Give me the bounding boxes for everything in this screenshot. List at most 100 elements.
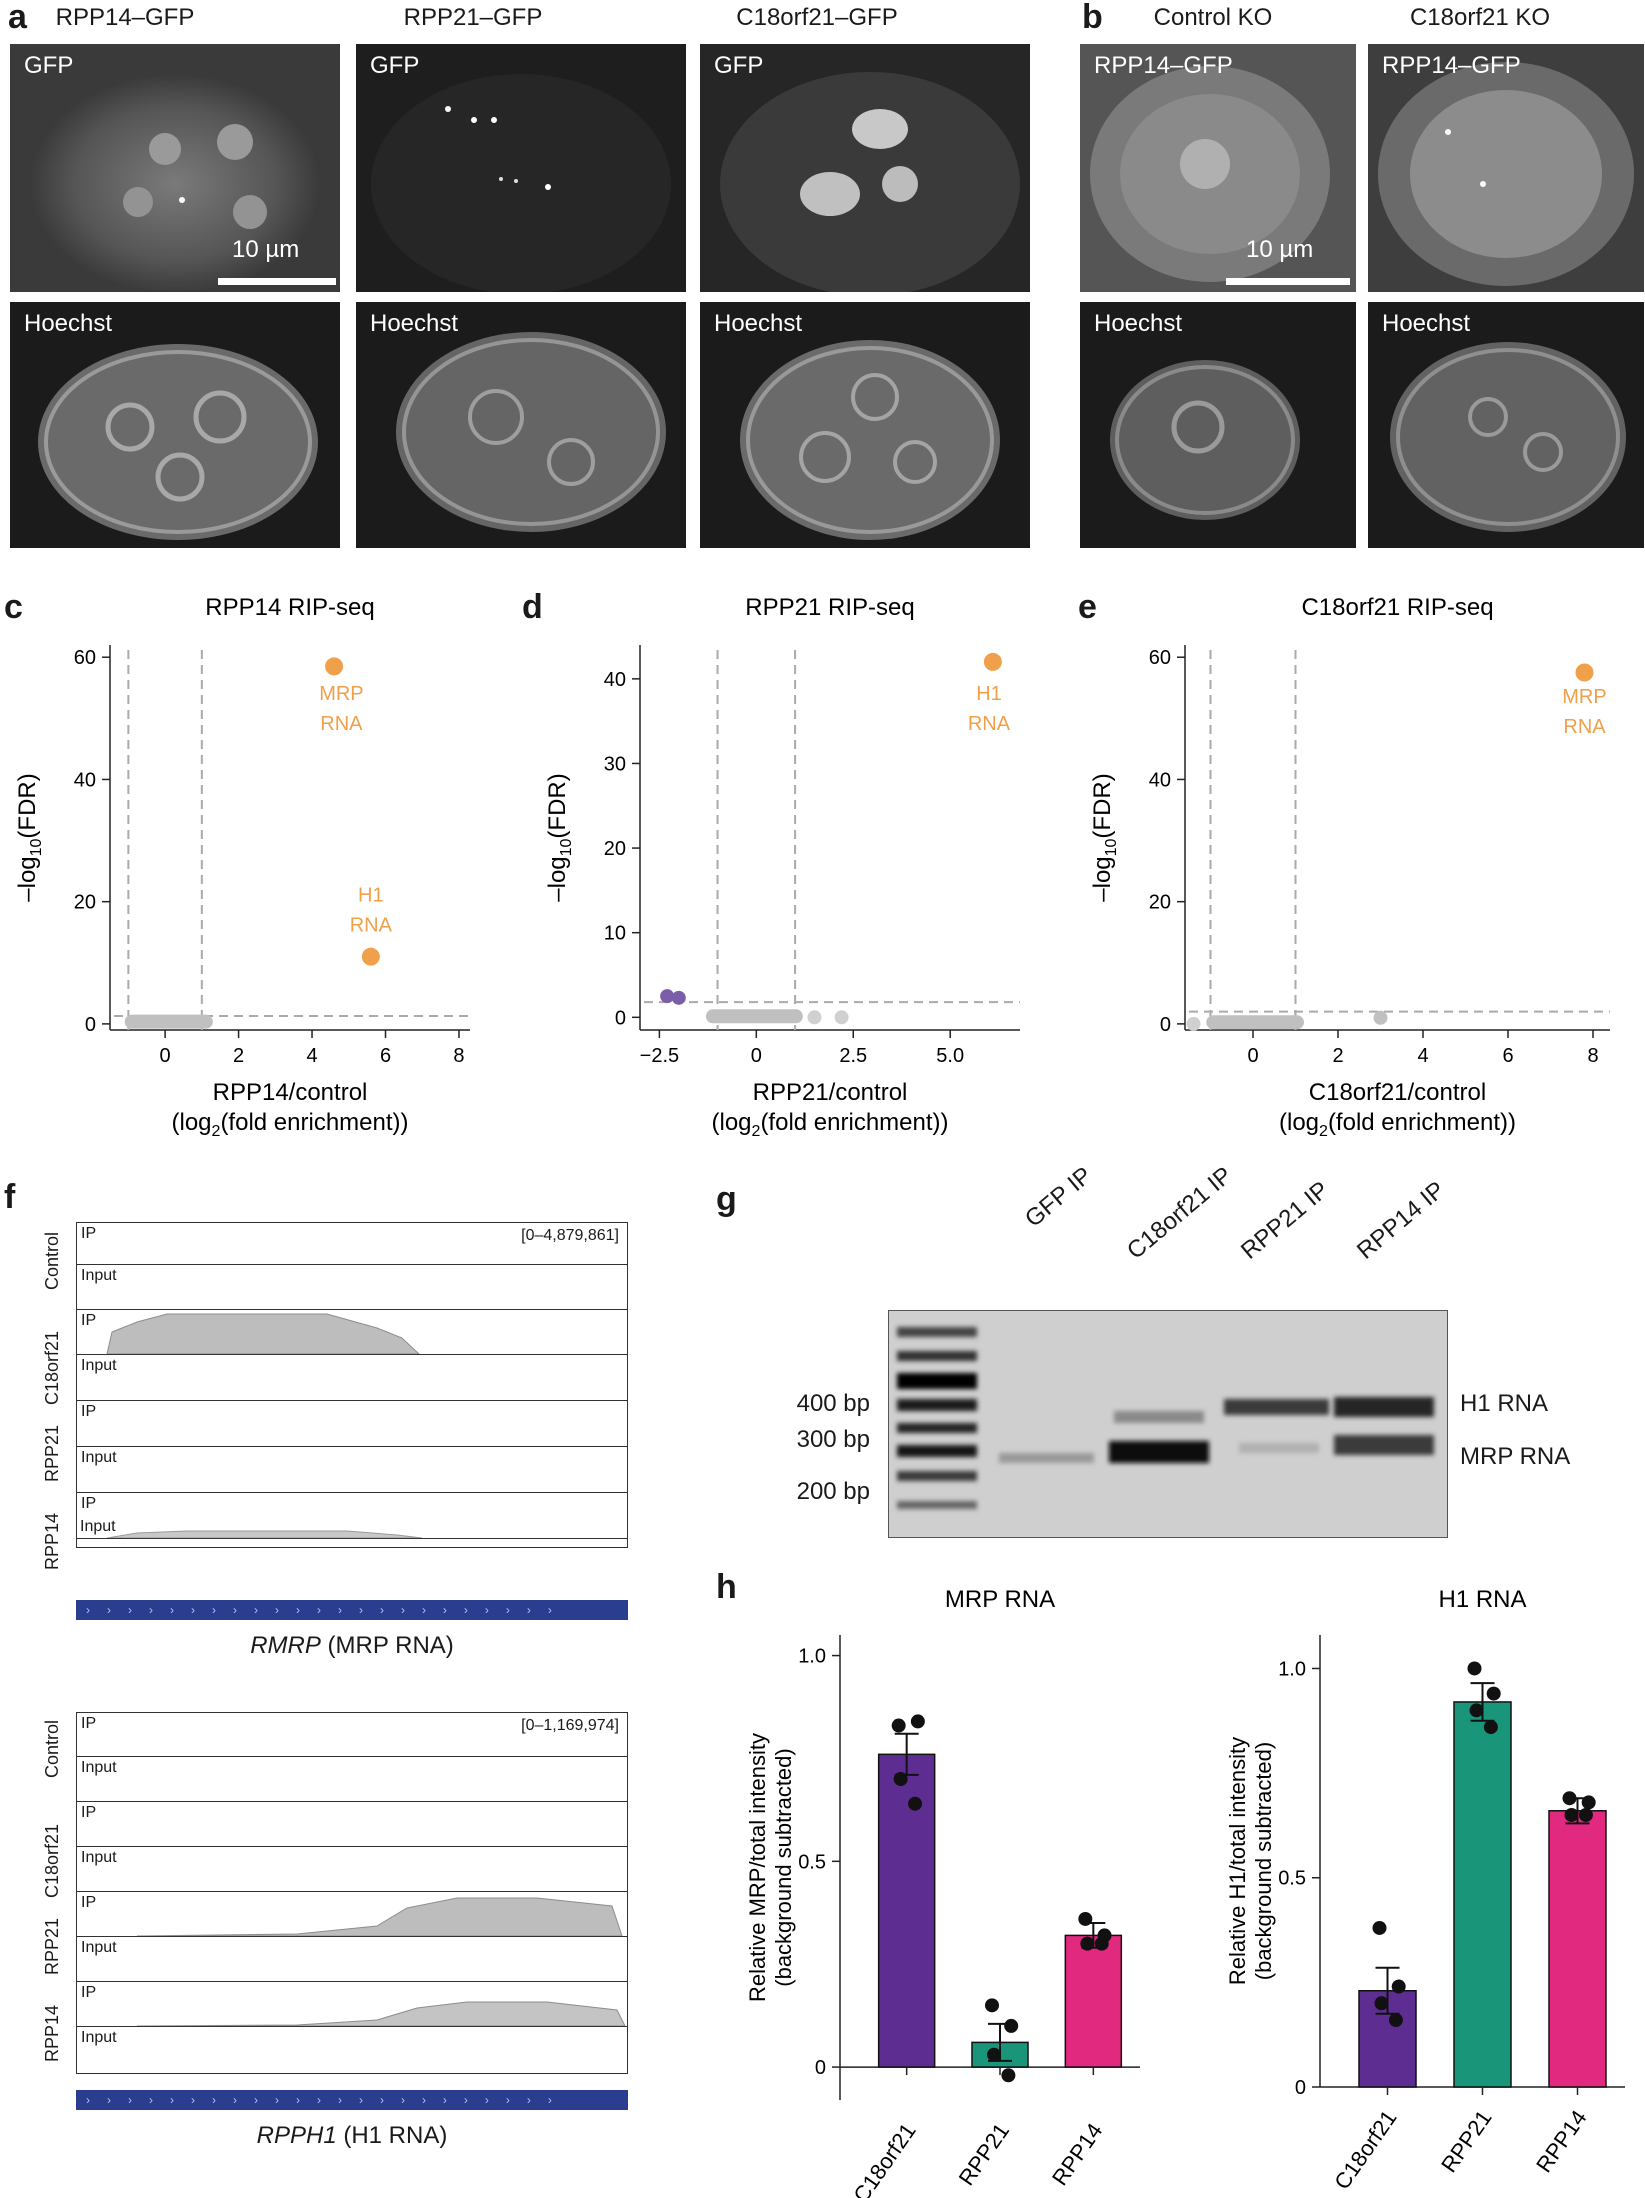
replicate-point [1374,1996,1389,2011]
nucleus-image [38,344,318,540]
point-label: H1 [358,885,384,907]
replicate-point [1080,1936,1095,1951]
plot-title: H1 RNA [1438,1586,1526,1613]
data-point [983,652,1002,671]
nonsignificant-points [705,1009,803,1024]
track-row-label: IP [81,1225,97,1242]
micrograph-control-ko-hoechst: Hoechst [1080,302,1356,548]
bar [1548,1810,1607,2088]
x-tick-label: 6 [380,1045,391,1067]
nonsignificant-points [1206,1015,1304,1030]
micrograph-label: Hoechst [24,310,113,337]
replicate-point [1486,1686,1501,1701]
x-tick-label: 8 [1587,1045,1598,1067]
track-row-label: Input [81,1357,117,1374]
cell-image [720,72,1020,292]
panel-label-c: c [4,588,23,626]
y-axis-label: –log10(FDR) [544,773,575,901]
gene-annotation-bar: ››››››››››››››››››››››› [76,2090,628,2110]
y-tick-label: 60 [1149,647,1171,669]
coverage-signal [106,1313,421,1355]
gel-bands [897,1327,1434,1509]
group-label-c18orf21: C18orf21 [42,1823,62,1898]
volcano-plot-rpp14: RPP14 RIP-seq 0 2 4 6 8 0 20 40 60 MRP RNA H1 RNA RPP1… [14,594,470,1140]
x-tick-label: 2 [233,1045,244,1067]
x-tick-label: C18orf21 [1329,2106,1401,2194]
y-tick-label: 40 [604,669,626,691]
micrograph-label: Hoechst [370,310,459,337]
replicate-point [910,1714,925,1729]
y-tick-label: 0 [1295,2077,1306,2099]
data-point [807,1010,822,1025]
y-tick-label: 0 [615,1007,626,1029]
replicate-point [985,1998,999,2013]
track-row-label: IP [81,1715,97,1732]
x-tick-label: 2 [1332,1045,1343,1067]
lane-label-c18orf21-ip: C18orf21 IP [1122,1161,1238,1265]
track-row: IP [77,1713,627,1756]
band-label-mrp: MRP RNA [1460,1443,1571,1470]
bar [1453,1701,1512,2088]
y-axis-label: (background subtracted) [771,1748,796,1986]
scale-bar [218,278,336,285]
data-point [361,947,380,966]
coverage-signal [136,1897,623,1937]
micrograph-label: Hoechst [714,310,803,337]
replicate-point [1483,1720,1498,1735]
micrograph-label: GFP [370,52,420,79]
group-label-rpp14: RPP14 [42,2004,62,2062]
panel-label-a: a [8,0,27,36]
micrograph-c18orf21-hoechst: Hoechst [700,302,1030,548]
x-tick-label: 5.0 [936,1045,964,1067]
y-tick-label: 40 [74,769,96,791]
bar-chart-mrp: MRP RNA 0 0.5 1.0 C18orf21 RPP21 RPP14 Relative… [745,1586,1140,2198]
micrograph-label: Hoechst [1382,310,1471,337]
track-row-label: IP [81,1804,97,1821]
group-label-rpp21: RPP21 [42,1424,62,1482]
replicate-point [1578,1807,1593,1822]
x-axis-label: C18orf21/control [1309,1079,1486,1106]
track-row-label: Input [80,1518,116,1535]
track-row: IP [77,1981,627,2027]
panel-label-f: f [4,1178,16,1216]
y-tick-label: 0 [815,2057,826,2079]
y-tick-label: 40 [1149,769,1171,791]
data-point [1186,1016,1201,1031]
point-label: RNA [968,713,1011,735]
group-label-rpp21: RPP21 [42,1917,62,1975]
y-axis-label: Relative MRP/total intensity [745,1733,770,2002]
replicate-point [1004,2018,1019,2033]
track-row-label: IP [81,1894,97,1911]
track-row: IP [77,1801,627,1846]
replicate-point [893,1772,908,1787]
replicate-point [1562,1791,1577,1806]
track-range: [0–1,169,974] [521,1717,619,1734]
plot-title: RPP21 RIP-seq [745,594,914,621]
y-axis-label: –log10(FDR) [1089,773,1120,901]
micrograph-label: GFP [714,52,764,79]
track-row-label: Input [81,1449,117,1466]
replicate-point [1564,1807,1579,1822]
replicate-point [1372,1920,1387,1935]
coverage-signal [136,2001,626,2027]
track-row-label: Input [81,1267,117,1284]
replicate-point [1094,1936,1109,1951]
volcano-plot-rpp21: RPP21 RIP-seq −2.5 0 2.5 5.0 0 10 20 30 40 H1 RNA RP… [544,594,1020,1140]
y-tick-label: 20 [74,892,96,914]
micrograph-rpp14-hoechst: Hoechst [10,302,340,548]
track-group-rpph1: [0–1,169,974] IP Input IP Input IP Input… [76,1712,628,2074]
replicate-point [1001,2068,1016,2083]
track-row: IP [77,1309,627,1355]
micrograph-rpp14-gfp: GFP 10 µm [10,44,340,292]
column-title-c18orf21-ko: C18orf21 KO [1409,4,1551,31]
cell-image [1090,66,1330,282]
gene-name: RPPH1 [256,2122,337,2149]
x-tick-label: −2.5 [640,1045,679,1067]
track-range: [0–4,879,861] [521,1227,619,1244]
point-label: RNA [1563,716,1606,738]
track-row-label: IP [81,1495,97,1512]
point-label: H1 [976,683,1002,705]
track-row-label: Input [81,1759,117,1776]
panel-label-g: g [716,1180,737,1218]
track-row: IP [77,1223,627,1264]
